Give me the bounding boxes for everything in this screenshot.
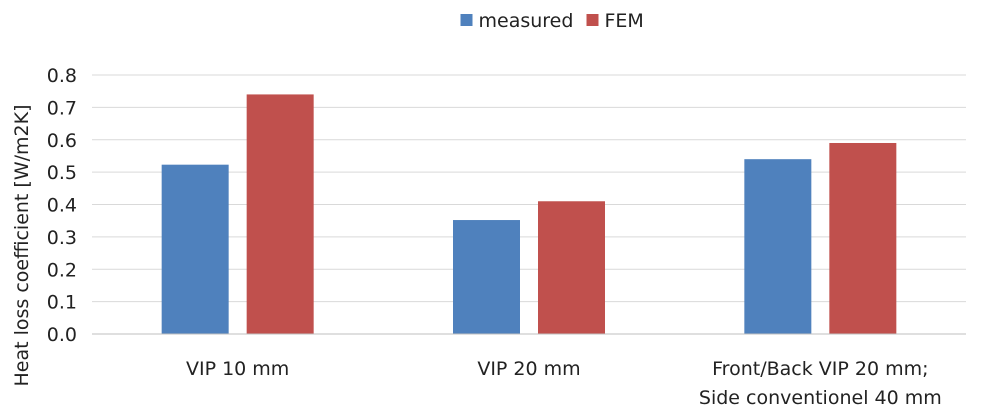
legend: measured FEM: [460, 10, 644, 32]
bar-measured: [453, 220, 520, 334]
x-tick-label: Side conventionel 40 mm: [699, 387, 942, 409]
y-tick-label: 0.3: [47, 227, 77, 249]
bar-fem: [538, 201, 605, 334]
bars: [161, 94, 897, 334]
y-tick-label: 0.8: [47, 65, 77, 87]
y-tick-label: 0.2: [47, 259, 77, 281]
bar-fem: [829, 142, 897, 334]
axes: 0.0 0.1 0.2 0.3 0.4 0.5 0.6 0.7 0.8 VIP 10 mm VIP …: [47, 65, 966, 409]
y-tick-label: 0.5: [47, 162, 77, 184]
legend-swatch-fem: [586, 14, 599, 26]
x-tick-label: VIP 10 mm: [186, 358, 289, 380]
bar-measured: [744, 159, 812, 334]
y-tick-label: 0.1: [47, 292, 77, 314]
x-tick-label: VIP 20 mm: [477, 358, 580, 380]
y-tick-label: 0.6: [47, 130, 77, 152]
bar-fem: [246, 94, 314, 334]
legend-swatch-measured: [460, 14, 473, 26]
y-tick-label: 0.7: [47, 97, 77, 119]
bar-measured: [161, 164, 229, 334]
y-axis-title: Heat loss coefficient [W/m2K]: [11, 105, 33, 387]
gridlines: [92, 74, 966, 303]
y-tick-label: 0.4: [47, 195, 77, 217]
legend-label-fem: FEM: [605, 10, 644, 32]
legend-label-measured: measured: [479, 10, 574, 32]
y-tick-label: 0.0: [47, 324, 77, 346]
x-tick-label: Front/Back VIP 20 mm;: [712, 358, 928, 380]
